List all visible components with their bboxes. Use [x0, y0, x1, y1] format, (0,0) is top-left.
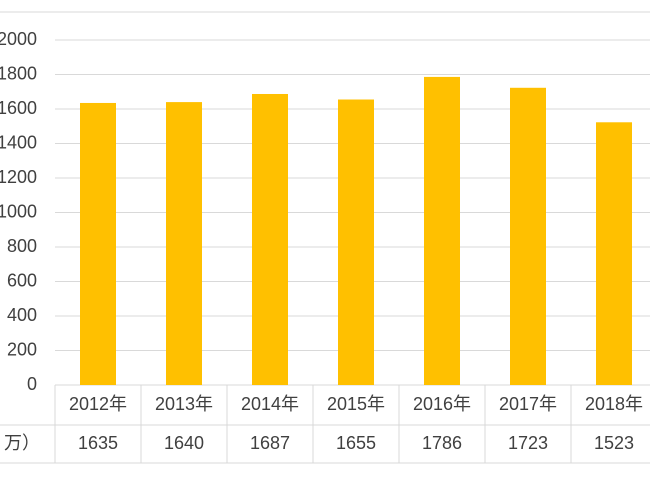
bar — [596, 122, 632, 385]
bar — [80, 102, 116, 386]
x-tick-label: 2015年 — [327, 394, 385, 414]
y-tick-label: 1600 — [0, 98, 37, 118]
table-value: 1640 — [164, 433, 204, 453]
y-tick-label: 1400 — [0, 132, 37, 152]
x-tick-label: 2014年 — [241, 394, 299, 414]
table-value: 1687 — [250, 433, 290, 453]
y-tick-label: 1200 — [0, 167, 37, 187]
x-tick-label: 2012年 — [69, 394, 127, 414]
y-tick-label: 1000 — [0, 201, 37, 221]
bar — [166, 102, 202, 385]
x-tick-label: 2018年 — [585, 394, 643, 414]
x-tick-label: 2016年 — [413, 394, 471, 414]
bar — [424, 76, 460, 385]
y-tick-label: 2000 — [0, 29, 37, 49]
x-tick-label: 2013年 — [155, 394, 213, 414]
y-tick-label: 200 — [7, 339, 37, 359]
table-value: 1635 — [78, 433, 118, 453]
bar — [252, 93, 288, 386]
y-tick-label: 800 — [7, 236, 37, 256]
table-value: 1723 — [508, 433, 548, 453]
table-value: 1523 — [594, 433, 634, 453]
table-value: 1786 — [422, 433, 462, 453]
y-tick-label: 400 — [7, 305, 37, 325]
x-tick-label: 2017年 — [499, 394, 557, 414]
y-tick-label: 1800 — [0, 63, 37, 83]
table-row-label: 万） — [4, 433, 40, 453]
y-tick-label: 600 — [7, 270, 37, 290]
table-value: 1655 — [336, 433, 376, 453]
bar — [510, 87, 546, 385]
y-tick-label: 0 — [27, 374, 37, 394]
bar — [338, 99, 374, 385]
